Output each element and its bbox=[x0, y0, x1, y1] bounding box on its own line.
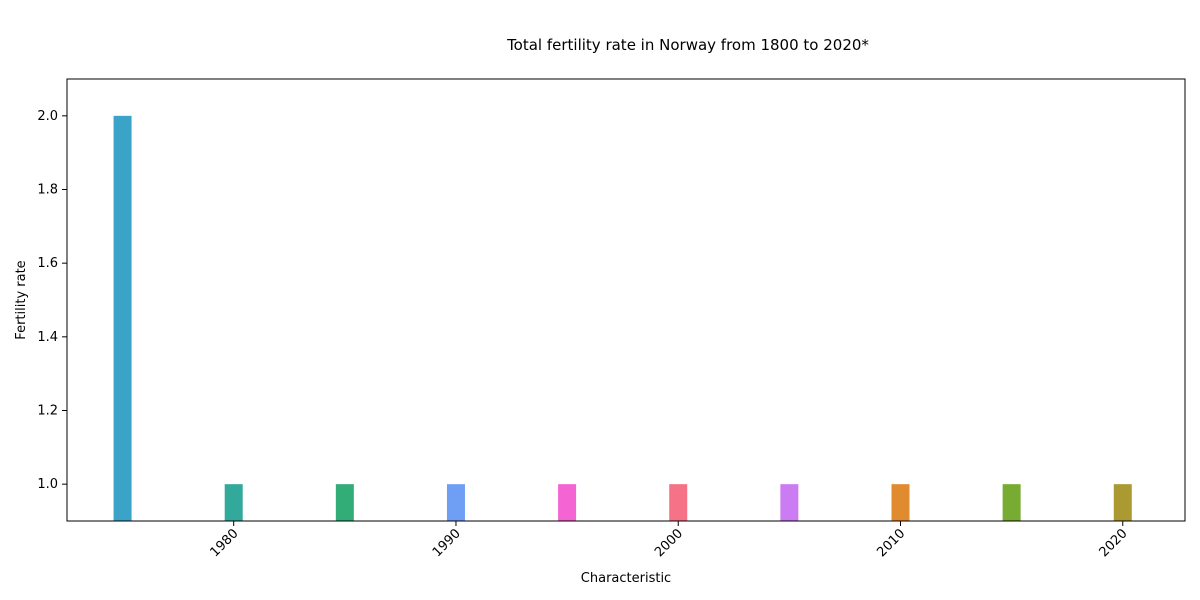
x-tick-label: 2020 bbox=[1097, 526, 1131, 560]
bar-1980 bbox=[224, 484, 243, 521]
bar-1975 bbox=[113, 115, 132, 521]
x-tick-label: 1980 bbox=[208, 526, 242, 560]
bar-1995 bbox=[558, 484, 577, 521]
y-axis-label: Fertility rate bbox=[14, 260, 29, 339]
bar-2020 bbox=[1113, 484, 1132, 521]
x-tick-label: 1990 bbox=[430, 526, 464, 560]
x-axis-label: Characteristic bbox=[581, 571, 671, 586]
y-tick-label: 1.6 bbox=[37, 256, 58, 271]
plot-frame bbox=[66, 78, 1186, 522]
bar-2000 bbox=[669, 484, 688, 521]
y-tick-label: 1.4 bbox=[37, 330, 58, 345]
y-axis-ticks: 1.0 1.2 1.4 1.6 1.8 2.0 bbox=[37, 109, 67, 492]
x-axis-ticks: 1980 1990 2000 2010 2020 bbox=[208, 521, 1131, 560]
x-tick-label: 2010 bbox=[874, 526, 908, 560]
y-tick-label: 1.8 bbox=[37, 183, 58, 198]
chart-title: Total fertility rate in Norway from 1800… bbox=[506, 36, 869, 54]
bar-1985 bbox=[335, 484, 354, 521]
y-tick-label: 1.2 bbox=[37, 404, 58, 419]
bar-1990 bbox=[446, 484, 465, 521]
y-tick-label: 1.0 bbox=[37, 477, 58, 492]
bar-2010 bbox=[891, 484, 910, 521]
x-tick-label: 2000 bbox=[652, 526, 686, 560]
bar-2005 bbox=[780, 484, 799, 521]
y-tick-label: 2.0 bbox=[37, 109, 58, 124]
bar-2015 bbox=[1002, 484, 1021, 521]
bars bbox=[113, 115, 1132, 521]
